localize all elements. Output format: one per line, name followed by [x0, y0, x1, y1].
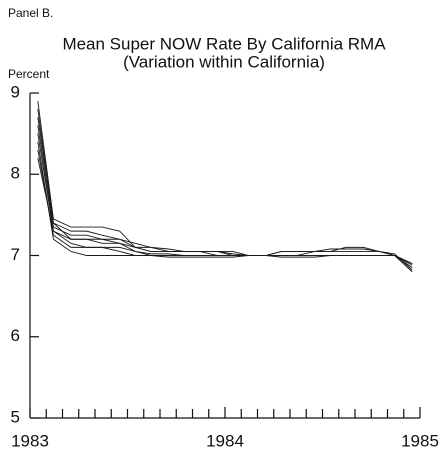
series-line	[37, 109, 413, 269]
chart-title: Mean Super NOW Rate By California RMA	[62, 34, 386, 53]
panel-label: Panel B.	[8, 6, 53, 20]
series-line	[37, 101, 413, 265]
y-tick-label: 7	[11, 245, 20, 264]
series-line	[37, 141, 413, 266]
y-tick-label: 9	[11, 82, 20, 101]
y-tick-label: 6	[11, 326, 20, 345]
series-line	[37, 157, 413, 265]
series-line	[37, 125, 413, 273]
y-tick-label: 5	[11, 407, 20, 426]
x-tick-label: 1984	[206, 431, 244, 450]
y-tick-label: 8	[11, 164, 20, 183]
x-tick-label: 1985	[401, 431, 439, 450]
series-line	[37, 117, 413, 271]
chart-subtitle: (Variation within California)	[123, 52, 325, 71]
series-line	[37, 149, 413, 265]
x-tick-label: 1983	[11, 431, 49, 450]
y-axis-label: Percent	[8, 67, 50, 81]
